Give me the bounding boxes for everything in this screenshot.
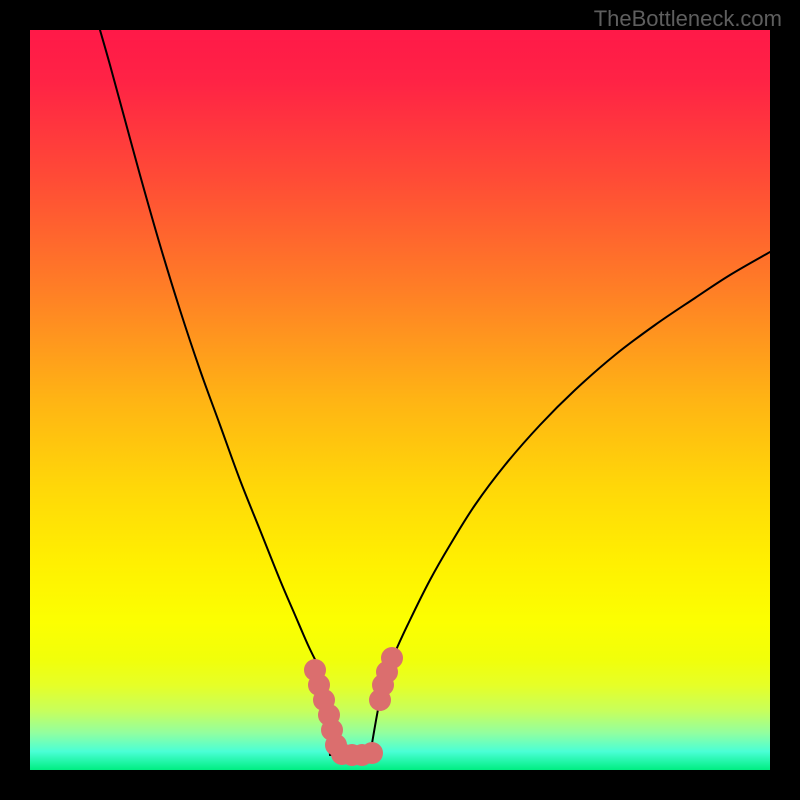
curve-marker (361, 742, 383, 764)
chart-frame: TheBottleneck.com (0, 0, 800, 800)
curve-marker (381, 647, 403, 669)
watermark-text: TheBottleneck.com (594, 6, 782, 32)
curve-layer (30, 30, 770, 770)
bottleneck-curve (100, 30, 770, 755)
plot-area (30, 30, 770, 770)
